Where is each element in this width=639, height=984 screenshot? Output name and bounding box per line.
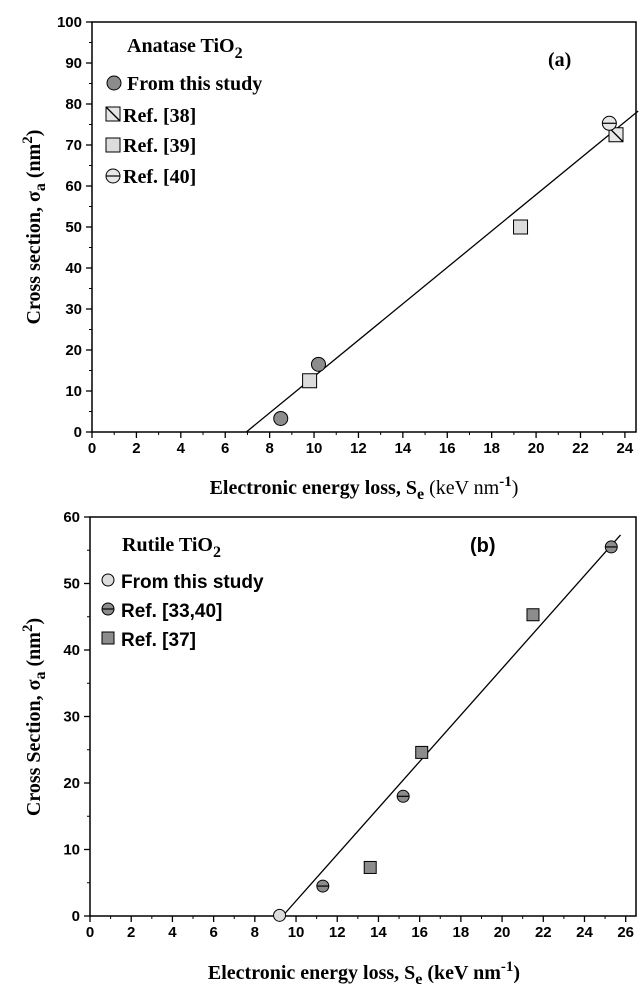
panel-b-legend-marker-2 <box>101 631 115 645</box>
panel-a-legend-marker-0 <box>106 75 122 91</box>
panel-a-point-s0-0 <box>273 410 289 426</box>
panel-a-legend-marker-3 <box>105 168 121 184</box>
panel-b-y-tick-label-5: 50 <box>63 576 80 593</box>
panel-a-x-axis-label: Electronic energy loss, Se (keV nm-1) <box>210 474 519 503</box>
panel-b-x-tick-label-11: 22 <box>535 924 552 941</box>
panel-b-y-tick-label-0: 0 <box>72 908 80 925</box>
panel-b-legend-label-1: Ref. [33,40] <box>121 601 222 622</box>
panel-a-y-tick-label-6: 60 <box>65 178 82 195</box>
panel-b-fit-line <box>282 534 622 917</box>
panel-b-y-axis-label: Cross Section, σa (nm2) <box>20 618 49 816</box>
panel-a-x-tick-label-9: 18 <box>483 440 500 457</box>
panel-b-x-tick-label-2: 4 <box>168 924 177 941</box>
panel-b-label: (b) <box>470 535 496 557</box>
panel-b-x-tick-label-1: 2 <box>127 924 135 941</box>
panel-a-y-tick-label-2: 20 <box>65 342 82 359</box>
panel-b-y-tick-label-3: 30 <box>63 709 80 726</box>
panel-a-axes: 0 2 4 6 8 10 12 14 16 18 20 22 240102030405060708090… <box>57 14 634 457</box>
panel-b-x-tick-label-12: 24 <box>576 924 593 941</box>
panel-b-x-tick-label-5: 10 <box>288 924 305 941</box>
panel-a-legend-symbol-1 <box>105 106 121 122</box>
panel-b-point-s2-2 <box>526 608 540 622</box>
panel-b-x-axis-label: Electronic energy loss, Se (keV nm-1) <box>208 959 520 984</box>
panel-b-x-tick-label-3: 6 <box>209 924 217 941</box>
panel-a-legend-label-3: Ref. [40] <box>123 166 196 188</box>
panel-b-data-points <box>273 540 618 922</box>
panel-a-y-tick-label-3: 30 <box>65 301 82 318</box>
panel-a-x-tick-label-6: 12 <box>350 440 367 457</box>
panel-a-x-tick-label-12: 24 <box>617 440 634 457</box>
panel-a-label: (a) <box>548 49 571 71</box>
panel-a-y-tick-label-5: 50 <box>65 219 82 236</box>
panel-b-x-tick-label-7: 14 <box>370 924 387 941</box>
panel-b-legend-marker-1 <box>101 602 115 616</box>
panel-b-point-s1-1 <box>396 789 410 803</box>
panel-a-x-tick-label-4: 8 <box>265 440 273 457</box>
panel-a-y-tick-label-7: 70 <box>65 137 82 154</box>
panel-b-legend-symbol-2 <box>101 631 115 645</box>
panel-a-point-s3-0 <box>601 115 617 131</box>
panel-a-title: Anatase TiO2 <box>127 35 243 62</box>
panel-a-legend-symbol-3 <box>105 168 121 184</box>
panel-a-legend-label-0: From this study <box>127 73 262 95</box>
panel-b-legend: From this study Ref. [33,40] Ref. [37] <box>101 572 264 651</box>
panel-a-x-tick-label-8: 16 <box>439 440 456 457</box>
panel-a-x-tick-label-3: 6 <box>221 440 229 457</box>
panel-b-x-tick-label-0: 0 <box>86 924 94 941</box>
panel-b-legend-marker-0 <box>101 573 115 587</box>
panel-b-point-s2-1 <box>415 745 429 759</box>
panel-a-x-tick-label-7: 14 <box>395 440 412 457</box>
panel-a-legend-label-2: Ref. [39] <box>123 135 196 157</box>
panel-a-legend-label-1: Ref. [38] <box>123 105 196 127</box>
panel-b-x-tick-label-9: 18 <box>453 924 470 941</box>
panel-b-point-s2-0 <box>363 860 377 874</box>
panel-b-legend-symbol-0 <box>101 573 115 587</box>
panel-a-y-tick-label-1: 10 <box>65 383 82 400</box>
panel-a-legend-symbol-2 <box>105 137 121 153</box>
panel-a-x-tick-label-11: 22 <box>572 440 589 457</box>
panel-b-title: Rutile TiO2 <box>122 534 221 561</box>
panel-a-legend-symbol-0 <box>106 75 122 91</box>
panel-b-x-tick-label-10: 20 <box>494 924 511 941</box>
panel-b-x-tick-label-13: 26 <box>617 924 634 941</box>
panel-a-y-tick-label-8: 80 <box>65 96 82 113</box>
panel-b-y-tick-label-4: 40 <box>63 642 80 659</box>
panel-a-legend-marker-2 <box>105 137 121 153</box>
panel-a-y-tick-label-0: 0 <box>74 424 82 441</box>
panel-b-point-s1-0 <box>316 879 330 893</box>
panel-b-y-tick-label-6: 60 <box>63 509 80 526</box>
panel-a-legend-marker-1 <box>105 106 121 122</box>
panel-a-x-tick-label-0: 0 <box>88 440 96 457</box>
panel-a-point-s2-1 <box>513 219 529 235</box>
panel-a-legend: From this study Ref. [38] Ref. [39] Ref.… <box>105 73 262 188</box>
panel-b-y-tick-label-1: 10 <box>63 842 80 859</box>
panel-b-legend-label-0: From this study <box>121 572 264 593</box>
panel-a-point-s0-1 <box>310 356 326 372</box>
panel-a-y-axis-label: Cross section, σa (nm2) <box>20 130 49 325</box>
panel-b-point-s0-0 <box>273 908 287 922</box>
panel-b-x-tick-label-8: 16 <box>411 924 428 941</box>
panel-a-y-tick-label-10: 100 <box>57 14 82 31</box>
panel-a-y-tick-label-9: 90 <box>65 55 82 72</box>
panel-b-x-tick-label-6: 12 <box>329 924 346 941</box>
panel-b-legend-symbol-1 <box>101 602 115 616</box>
panel-a-y-tick-label-4: 40 <box>65 260 82 277</box>
panel-b-legend-label-2: Ref. [37] <box>121 630 196 651</box>
panel-b-x-tick-label-4: 8 <box>251 924 259 941</box>
panel-b-y-tick-label-2: 20 <box>63 775 80 792</box>
panel-a-x-tick-label-1: 2 <box>132 440 140 457</box>
panel-a-data-points <box>273 115 624 426</box>
panel-a-chart: 0 2 4 6 8 10 12 14 16 18 20 22 240102030405060708090… <box>20 14 639 503</box>
panel-b-point-s1-2 <box>604 540 618 554</box>
panel-a-x-tick-label-10: 20 <box>528 440 545 457</box>
panel-a-x-tick-label-5: 10 <box>306 440 323 457</box>
panel-a-x-tick-label-2: 4 <box>177 440 186 457</box>
panel-a-point-s2-0 <box>302 373 318 389</box>
